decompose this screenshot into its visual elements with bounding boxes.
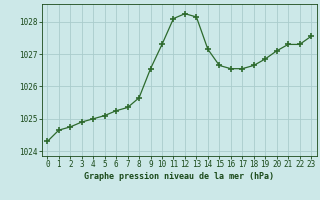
X-axis label: Graphe pression niveau de la mer (hPa): Graphe pression niveau de la mer (hPa) — [84, 172, 274, 181]
